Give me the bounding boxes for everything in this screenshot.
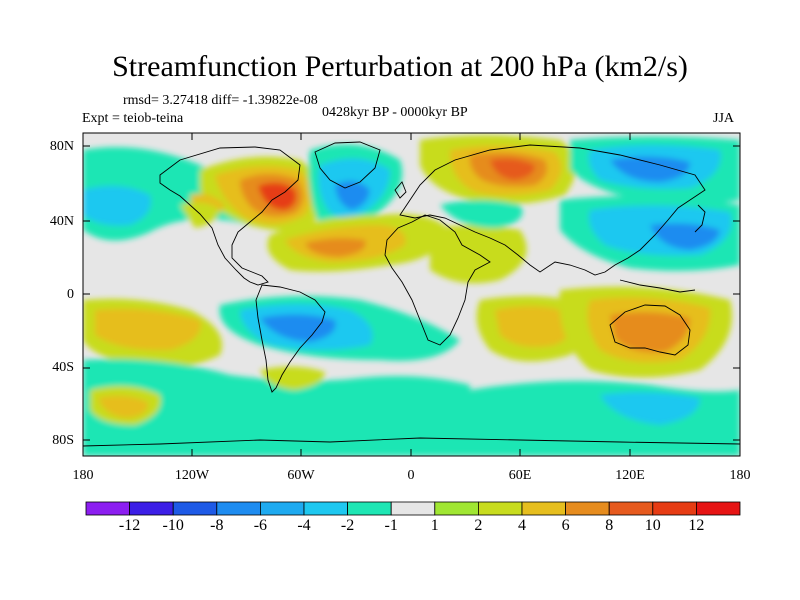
contour-sindian-orange [495,306,576,348]
colorbar-label: -2 [340,517,355,534]
contour-natl-low-core [335,181,370,210]
contour-satl-south [300,392,440,440]
season-label: JJA [713,111,735,126]
coast-eurasia [399,144,706,276]
colorbar-label: 6 [561,517,570,534]
colorbar-label: -4 [297,517,311,534]
coast-antarctica [83,437,740,447]
contour-atl-ridge-core [305,238,366,257]
axis-ticks [83,133,740,456]
colorbar-label: -12 [118,517,141,534]
colorbar-label: 2 [474,517,483,534]
colorbar-label: -6 [253,517,268,534]
lon-label-60w: 60W [287,468,315,483]
colorbar-swatch [259,501,305,516]
colorbar-swatch [172,501,218,516]
coast-north-america [159,146,301,286]
colorbar-label: 12 [688,517,705,534]
colorbar-label: 4 [518,517,526,534]
coast-africa [384,214,491,346]
lat-label-80n: 80N [49,139,74,154]
contour-dateline-low [83,186,151,226]
colorbar-swatch [390,501,436,516]
lat-label-40s: 40S [52,360,74,375]
colorbar-label: -10 [162,517,184,534]
colorbar-swatch [85,501,130,516]
lon-label-180w: 180 [72,468,94,483]
coast-australia [609,304,691,356]
contour-pac-yellow-small [180,202,220,228]
stats-text: rmsd= 3.27418 diff= -1.39822e-08 [123,93,318,108]
colorbar-swatch [347,501,392,516]
colorbar-label: 1 [430,517,439,534]
colorbar-swatch [434,501,479,516]
colorbar-label: 8 [605,517,614,534]
lon-label-60e: 60E [508,468,532,483]
experiment-label: Expt = teiob-teina [82,111,184,126]
contour-spac-south-orange [98,395,149,418]
colorbar-swatch [477,501,523,516]
colorbar-swatch [129,501,174,516]
coast-south-america [255,284,326,393]
colorbar-swatch [565,501,610,516]
streamfunction-field [83,133,740,456]
colorbar-label: -1 [384,517,398,534]
contour-drake-ridge [260,366,325,390]
plot-title: Streamfunction Perturbation at 200 hPa (… [112,50,688,83]
contour-southern-ocean-east [470,381,740,456]
colorbar-swatch [303,501,348,516]
colorbar-swatch [696,501,741,516]
colorbar-swatch [521,501,566,516]
colorbar-swatch [608,501,654,516]
lat-label-eq: 0 [67,287,74,302]
contour-sopac-east-low [600,392,700,425]
period-label: 0428kyr BP - 0000kyr BP [322,105,468,120]
lon-label-180e: 180 [729,468,751,483]
lat-label-40n: 40N [49,214,74,229]
coast-indonesia [619,279,696,293]
lat-label-80s: 80S [52,433,74,448]
contour-siberia-max [490,158,535,180]
coastlines [83,141,740,447]
contour-spac-ridge-orange [95,308,201,351]
colorbar-swatch [216,501,261,516]
lon-label-120e: 120E [615,468,645,483]
colorbar-label: -8 [210,517,224,534]
colorbar-label: 10 [644,517,661,534]
contour-nepac-core [610,156,690,182]
lon-label-0: 0 [407,468,415,483]
coast-britain [394,181,407,199]
contour-wpac-core [650,223,720,250]
lon-label-120w: 120W [174,468,210,483]
coast-japan [694,204,706,233]
contour-caspian-cyan [440,200,523,229]
coast-greenland [314,141,381,189]
contour-sam-core [260,314,336,342]
contour-aus-core [610,312,690,353]
colorbar-swatch [652,501,697,516]
colorbar [85,501,741,516]
